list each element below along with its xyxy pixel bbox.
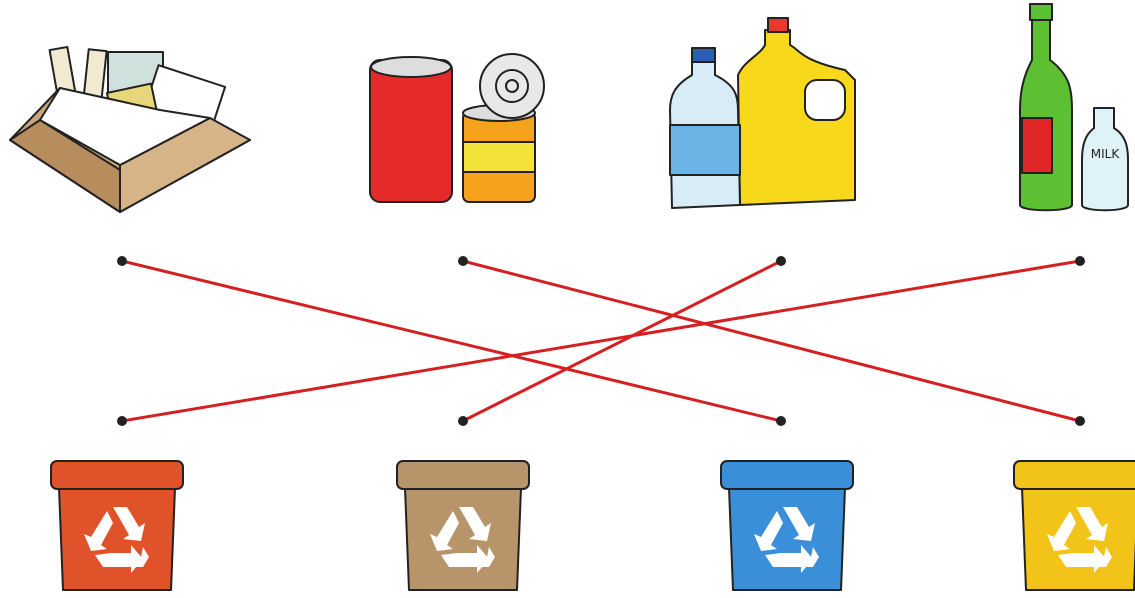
blue-bin[interactable] <box>721 461 853 590</box>
paper-box-item[interactable] <box>10 47 250 212</box>
match-lines <box>122 261 1080 421</box>
top-dot[interactable] <box>458 256 468 266</box>
match-line <box>122 261 781 421</box>
cans-item[interactable] <box>370 54 544 202</box>
matching-game: MILK <box>0 0 1135 598</box>
orange-bin[interactable] <box>51 461 183 590</box>
top-dot[interactable] <box>776 256 786 266</box>
match-line <box>463 261 1080 421</box>
match-line <box>463 261 781 421</box>
match-line <box>122 261 1080 421</box>
brown-bin[interactable] <box>397 461 529 590</box>
yellow-bin[interactable] <box>1014 461 1135 590</box>
glass-bottles-item[interactable]: MILK <box>1020 4 1128 210</box>
bottle-label: MILK <box>1091 147 1121 161</box>
top-dot[interactable] <box>1075 256 1085 266</box>
top-dot[interactable] <box>117 256 127 266</box>
bottom-dot[interactable] <box>117 416 127 426</box>
bottom-dot[interactable] <box>458 416 468 426</box>
bottom-dot[interactable] <box>776 416 786 426</box>
plastic-bottles-item[interactable] <box>670 18 855 208</box>
bottom-dot[interactable] <box>1075 416 1085 426</box>
page: MILK (() => { const data = <box>0 0 1135 598</box>
